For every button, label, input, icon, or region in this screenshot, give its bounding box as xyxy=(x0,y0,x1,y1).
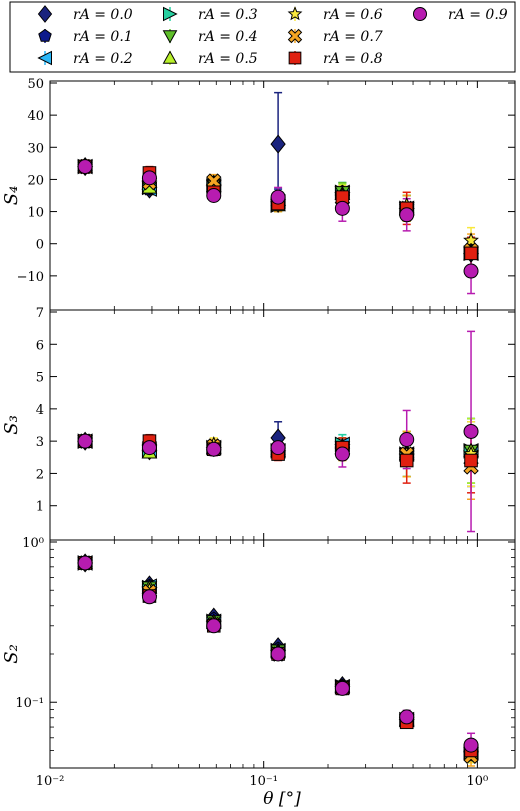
data-point xyxy=(206,618,222,634)
panel-3 xyxy=(77,553,480,767)
y-axis-label: S₂ xyxy=(1,644,22,664)
y-tick-label: 10 xyxy=(27,206,44,221)
legend-marker-triangle-left xyxy=(37,50,52,66)
y-tick-label: 2 xyxy=(36,467,44,482)
data-point xyxy=(206,173,222,189)
legend-marker-triangle-up xyxy=(162,50,178,64)
data-point xyxy=(334,680,350,696)
data-point xyxy=(270,440,286,456)
legend-label: rA = 0.4 xyxy=(198,29,258,45)
data-point xyxy=(141,170,157,186)
data-point xyxy=(141,589,157,605)
legend-label: rA = 0.9 xyxy=(448,7,508,23)
legend-marker-x-box xyxy=(287,28,303,44)
legend-label: rA = 0.5 xyxy=(198,51,258,67)
data-point xyxy=(77,433,93,449)
data-point xyxy=(334,200,350,216)
data-point xyxy=(464,453,478,468)
x-axis-label: θ [°] xyxy=(263,789,301,809)
y-tick-label: 20 xyxy=(27,173,44,188)
y-tick-label: 7 xyxy=(36,306,44,321)
y-tick-label: 10⁻¹ xyxy=(15,696,44,711)
x-tick-label: 10⁻¹ xyxy=(249,774,278,789)
legend-label: rA = 0.0 xyxy=(73,7,133,23)
data-point xyxy=(399,453,414,468)
legend-frame xyxy=(9,1,516,73)
legend-marker-triangle-down xyxy=(162,30,178,44)
y-tick-label: 10⁰ xyxy=(22,536,44,551)
legend-marker-circle xyxy=(413,7,427,21)
data-point xyxy=(463,737,479,753)
y-tick-label: 50 xyxy=(27,77,44,92)
data-point xyxy=(77,159,93,175)
plot-panels xyxy=(77,91,480,767)
panel-1 xyxy=(77,91,480,295)
data-point xyxy=(464,246,478,261)
data-point xyxy=(206,441,222,457)
data-point xyxy=(463,423,479,439)
data-point xyxy=(270,189,286,205)
x-tick-label: 10⁰ xyxy=(466,774,488,789)
y-axis-label: S₃ xyxy=(1,415,22,435)
legend-marker-star xyxy=(287,6,303,21)
data-point xyxy=(399,432,415,448)
data-point xyxy=(270,134,286,154)
legend-marker-pentagon xyxy=(38,28,52,42)
legend-label: rA = 0.7 xyxy=(323,29,383,45)
data-point xyxy=(206,188,222,203)
panel-frame xyxy=(49,309,516,541)
legend-label: rA = 0.1 xyxy=(73,29,133,45)
y-tick-label: 6 xyxy=(36,338,44,353)
y-tick-label: 30 xyxy=(27,141,44,156)
y-tick-label: 5 xyxy=(36,371,44,386)
legend-marker-square xyxy=(288,51,302,65)
data-point xyxy=(334,446,350,462)
data-point xyxy=(77,555,93,571)
legend-marker-triangle-right xyxy=(163,6,178,22)
legend-label: rA = 0.6 xyxy=(323,7,383,23)
y-tick-label: 40 xyxy=(27,109,44,124)
data-point xyxy=(463,263,479,279)
y-tick-label: 4 xyxy=(36,403,44,418)
y-axis-label: S₄ xyxy=(1,186,22,206)
axes: −10 0 10 20 30 40 50 S₄ 1 2 3 4 5 6 7 S₃ 10⁻¹ 10⁰ S₂ 10⁻² 10… xyxy=(1,77,516,789)
y-tick-label: 3 xyxy=(36,435,44,450)
legend-label: rA = 0.3 xyxy=(198,7,258,23)
legend: rA = 0.0 rA = 0.1 rA = 0.2 rA = 0.3 rA = 0.4… xyxy=(9,1,516,73)
y-tick-label: 0 xyxy=(36,238,44,253)
data-point xyxy=(270,646,286,662)
legend-label: rA = 0.8 xyxy=(323,51,383,67)
data-point xyxy=(399,709,415,725)
legend-label: rA = 0.2 xyxy=(73,51,133,67)
data-point xyxy=(141,440,157,456)
y-tick-label: 1 xyxy=(36,500,44,515)
panel-2 xyxy=(77,330,480,533)
x-tick-label: 10⁻² xyxy=(36,774,65,789)
y-tick-label: −10 xyxy=(17,270,44,285)
legend-marker-diamond xyxy=(37,5,53,23)
data-point xyxy=(399,207,415,223)
